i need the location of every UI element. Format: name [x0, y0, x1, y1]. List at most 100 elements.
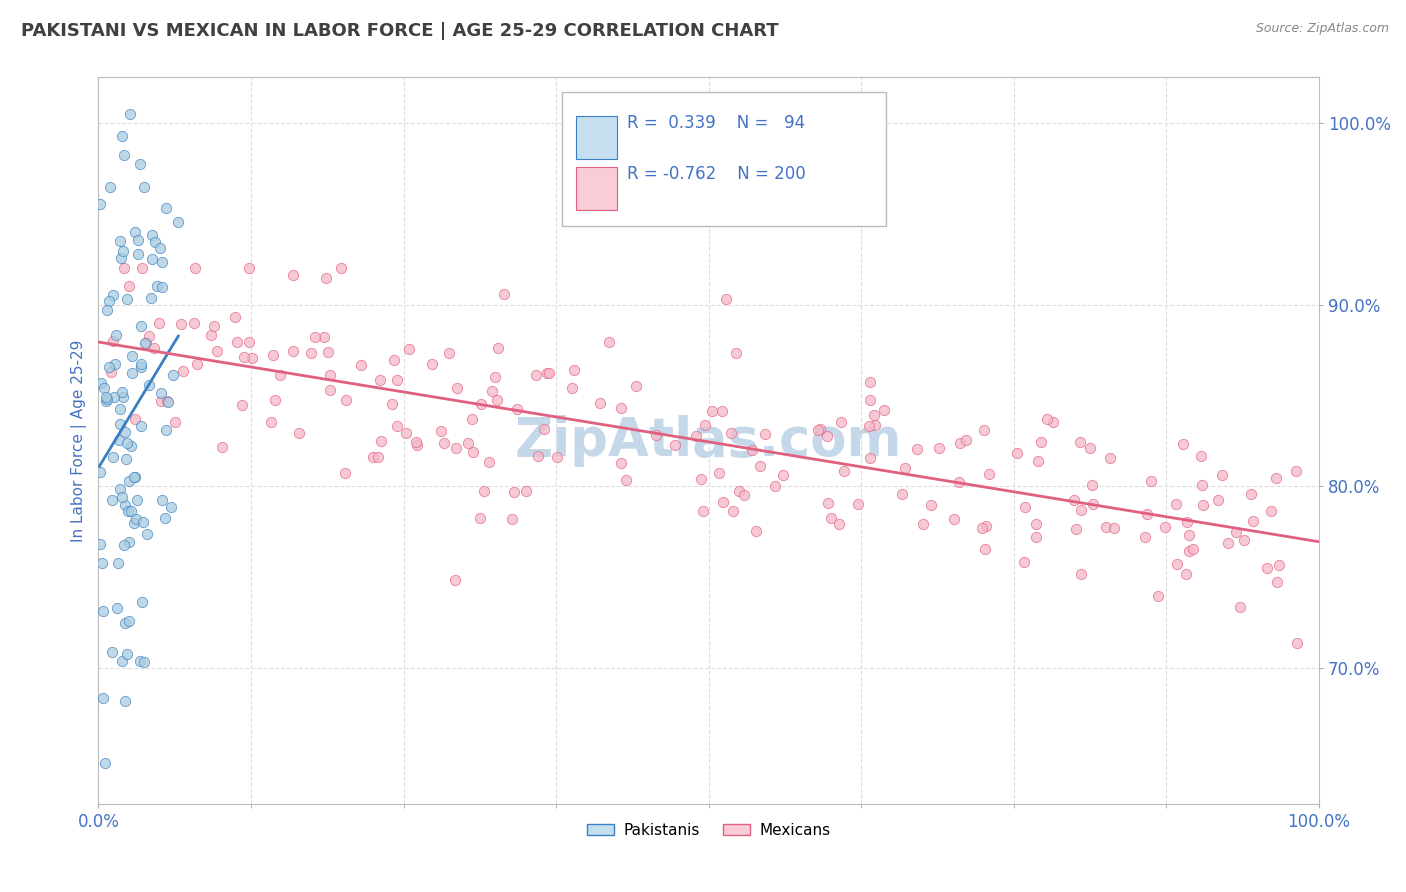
Point — [211, 441, 233, 455]
Point — [97, 360, 120, 375]
Point — [131, 595, 153, 609]
Point — [1285, 635, 1308, 649]
Point — [461, 412, 484, 426]
Point — [350, 358, 373, 372]
Point — [446, 441, 468, 455]
Point — [685, 429, 707, 443]
Point — [111, 385, 134, 400]
Point — [707, 466, 730, 480]
Point — [107, 433, 129, 447]
Point — [111, 129, 134, 144]
Point — [721, 504, 744, 518]
Point — [515, 484, 537, 499]
Point — [503, 484, 526, 499]
Point — [143, 235, 166, 250]
Point — [117, 614, 139, 628]
Point — [112, 390, 135, 404]
Point — [1240, 487, 1263, 501]
Point — [598, 334, 620, 349]
Point — [644, 428, 666, 442]
Point — [94, 390, 117, 404]
Point — [124, 225, 146, 239]
Point — [103, 287, 125, 301]
Point — [127, 492, 149, 507]
Point — [163, 415, 186, 429]
Point — [1140, 474, 1163, 488]
Point — [1036, 412, 1059, 426]
Point — [368, 373, 391, 387]
Point — [1229, 599, 1251, 614]
Point — [361, 450, 384, 464]
Point — [846, 498, 869, 512]
Point — [89, 537, 111, 551]
Point — [382, 352, 405, 367]
Point — [107, 557, 129, 571]
Point — [695, 417, 717, 432]
Point — [862, 408, 884, 422]
Point — [1063, 492, 1085, 507]
Point — [501, 512, 523, 526]
Point — [863, 418, 886, 433]
Point — [96, 303, 118, 318]
Point — [319, 383, 342, 397]
Point — [1256, 561, 1278, 575]
Point — [233, 350, 256, 364]
Point — [94, 756, 117, 770]
Point — [1069, 434, 1091, 449]
Point — [108, 401, 131, 416]
Point — [974, 519, 997, 533]
Point — [118, 475, 141, 489]
Point — [259, 415, 281, 429]
Point — [183, 261, 205, 276]
Point — [422, 357, 444, 371]
Point — [314, 330, 336, 344]
Point — [385, 373, 408, 387]
Point — [1042, 415, 1064, 429]
Point — [127, 233, 149, 247]
Point — [155, 423, 177, 437]
Point — [114, 615, 136, 630]
Point — [832, 464, 855, 478]
Point — [1233, 533, 1256, 548]
Point — [96, 392, 118, 406]
Point — [262, 348, 284, 362]
Point — [132, 515, 155, 529]
Point — [138, 329, 160, 343]
Point — [609, 456, 631, 470]
Point — [129, 156, 152, 170]
Point — [134, 335, 156, 350]
Point — [481, 384, 503, 399]
Point — [690, 472, 713, 486]
Point — [118, 535, 141, 549]
Point — [1136, 507, 1159, 521]
Point — [815, 429, 838, 443]
Point — [120, 439, 142, 453]
Point — [98, 179, 121, 194]
Point — [141, 228, 163, 243]
Point — [110, 234, 132, 248]
Point — [1102, 521, 1125, 535]
Point — [205, 343, 228, 358]
Point — [711, 494, 734, 508]
Point — [104, 357, 127, 371]
Point — [231, 398, 253, 412]
Point — [974, 541, 997, 556]
Point — [142, 342, 165, 356]
Point — [381, 397, 404, 411]
Point — [1211, 468, 1233, 483]
Point — [1007, 446, 1029, 460]
Point — [1081, 477, 1104, 491]
Point — [537, 367, 560, 381]
Point — [333, 466, 356, 480]
Point — [114, 498, 136, 512]
Point — [118, 107, 141, 121]
Point — [433, 436, 456, 450]
Point — [1189, 449, 1212, 463]
Point — [132, 180, 155, 194]
Point — [370, 434, 392, 449]
Point — [859, 375, 882, 389]
Point — [138, 378, 160, 392]
Point — [484, 370, 506, 384]
Point — [1029, 434, 1052, 449]
Point — [240, 351, 263, 365]
